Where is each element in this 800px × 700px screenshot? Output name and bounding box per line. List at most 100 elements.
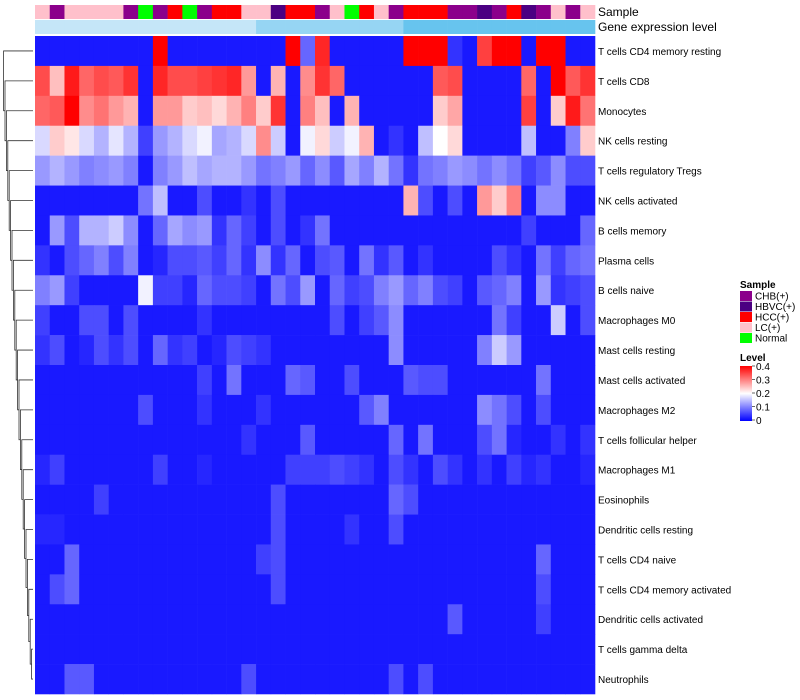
heatmap-cell [373, 335, 389, 366]
heatmap-cell [580, 424, 596, 456]
heatmap-cell [108, 424, 124, 456]
heatmap-cell [565, 125, 581, 156]
heatmap-cell [256, 484, 272, 515]
heatmap-cell [491, 514, 507, 545]
heatmap-cell [315, 305, 331, 336]
heatmap-cell [256, 394, 272, 426]
heatmap-cell [270, 65, 286, 97]
sample-annotation-cell [300, 5, 316, 19]
heatmap-cell [211, 125, 227, 156]
heatmap-cell [521, 574, 537, 605]
heatmap-cell [491, 155, 507, 186]
sample-annotation-cell [270, 5, 286, 19]
heatmap-cell [197, 544, 213, 575]
heatmap-cell [226, 574, 242, 605]
heatmap-cell [182, 424, 198, 456]
heatmap-cell [373, 514, 389, 545]
heatmap-cell [49, 245, 65, 276]
legend-level-tick-label: 0.2 [756, 389, 770, 400]
heatmap-cell [373, 574, 389, 605]
heatmap-cell [315, 215, 331, 246]
heatmap-cell [152, 95, 168, 127]
heatmap-cell [462, 245, 478, 276]
heatmap-cell [64, 125, 80, 156]
heatmap-cell [344, 394, 360, 426]
heatmap-cell [447, 394, 463, 426]
heatmap-cell [359, 574, 375, 605]
heatmap-cell [35, 335, 51, 366]
heatmap-cell [359, 604, 375, 635]
heatmap-cell [270, 335, 286, 366]
heatmap-cell [241, 365, 257, 396]
heatmap-cell [491, 305, 507, 336]
heatmap-cell [521, 155, 537, 186]
heatmap-cell [550, 65, 566, 97]
heatmap-cell [447, 95, 463, 127]
sample-annotation-cell [138, 5, 154, 19]
heatmap-cell [138, 634, 154, 665]
heatmap-cell [477, 36, 493, 67]
heatmap-cell [300, 305, 316, 336]
heatmap-cell [152, 36, 168, 67]
heatmap-cell [300, 125, 316, 156]
heatmap-cell [285, 454, 301, 485]
heatmap-cell [123, 185, 139, 216]
heatmap-cell [329, 394, 345, 426]
heatmap-cell [403, 36, 419, 67]
heatmap-cell [536, 484, 552, 515]
heatmap-cell [462, 514, 478, 545]
expression-level-cell [35, 20, 51, 34]
sample-annotation-cell [79, 5, 95, 19]
heatmap-cell [35, 394, 51, 426]
heatmap-cell [580, 574, 596, 605]
heatmap-cell [403, 95, 419, 127]
heatmap-cell [536, 604, 552, 635]
heatmap-cell [182, 95, 198, 127]
sample-annotation-cell [403, 5, 419, 19]
heatmap-cell [93, 215, 109, 246]
heatmap-cell [388, 514, 404, 545]
heatmap-cell [167, 215, 183, 246]
heatmap-cell [403, 514, 419, 545]
heatmap-cell [521, 604, 537, 635]
heatmap-cell [35, 544, 51, 575]
heatmap-cell [197, 634, 213, 665]
heatmap-cell [491, 65, 507, 97]
heatmap-cell [315, 95, 331, 127]
heatmap-cell [580, 155, 596, 186]
heatmap-cell [241, 454, 257, 485]
heatmap-cell [123, 305, 139, 336]
heatmap-cell [35, 484, 51, 515]
heatmap-cell [285, 484, 301, 515]
heatmap-cell [138, 664, 154, 695]
heatmap-cell [167, 574, 183, 605]
heatmap-cell [270, 365, 286, 396]
row-label: Macrophages M2 [598, 406, 676, 417]
heatmap-cell [167, 125, 183, 156]
heatmap-cell [315, 275, 331, 306]
heatmap-cell [447, 454, 463, 485]
heatmap-cell [256, 604, 272, 635]
heatmap-cell [35, 95, 51, 127]
dendrogram-branch [31, 648, 33, 680]
heatmap-cell [580, 394, 596, 426]
heatmap-cell [432, 664, 448, 695]
heatmap-cell [93, 394, 109, 426]
expression-level-cell [550, 20, 566, 34]
heatmap-cell [550, 664, 566, 695]
heatmap-cell [388, 604, 404, 635]
heatmap-cell [403, 245, 419, 276]
heatmap-cell [462, 634, 478, 665]
heatmap-cell [300, 664, 316, 695]
heatmap-cell [477, 95, 493, 127]
heatmap-cell [536, 245, 552, 276]
expression-level-cell [329, 20, 345, 34]
heatmap-cell [270, 36, 286, 67]
heatmap-cell [373, 275, 389, 306]
heatmap-cell [329, 574, 345, 605]
heatmap-cell [167, 245, 183, 276]
heatmap-cell [477, 155, 493, 186]
heatmap-cell [418, 215, 434, 246]
heatmap-cell [580, 245, 596, 276]
heatmap-cell [373, 394, 389, 426]
